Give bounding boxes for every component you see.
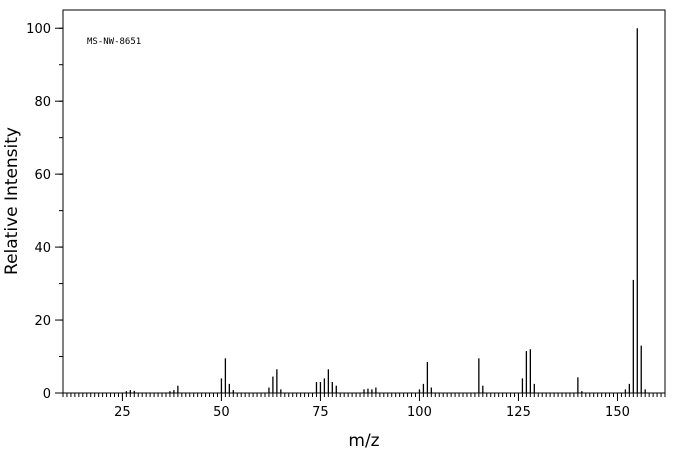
x-tick-label: 125 [506,405,531,420]
y-axis-label: Relative Intensity [2,127,22,275]
y-tick-label: 20 [34,314,51,329]
x-tick-label: 75 [312,405,329,420]
y-tick-label: 80 [34,95,51,110]
annotation: MS-NW-8651 [87,37,141,47]
x-tick-label: 100 [407,405,432,420]
x-tick-label: 150 [605,405,630,420]
plot-frame [62,9,666,394]
y-tick-label: 100 [26,22,51,37]
x-tick-label: 50 [213,405,230,420]
x-axis-label: m/z [348,431,379,451]
x-tick-label: 25 [114,405,131,420]
y-tick-label: 0 [43,387,51,402]
y-tick-label: 40 [34,241,51,256]
y-tick-label: 60 [34,168,51,183]
